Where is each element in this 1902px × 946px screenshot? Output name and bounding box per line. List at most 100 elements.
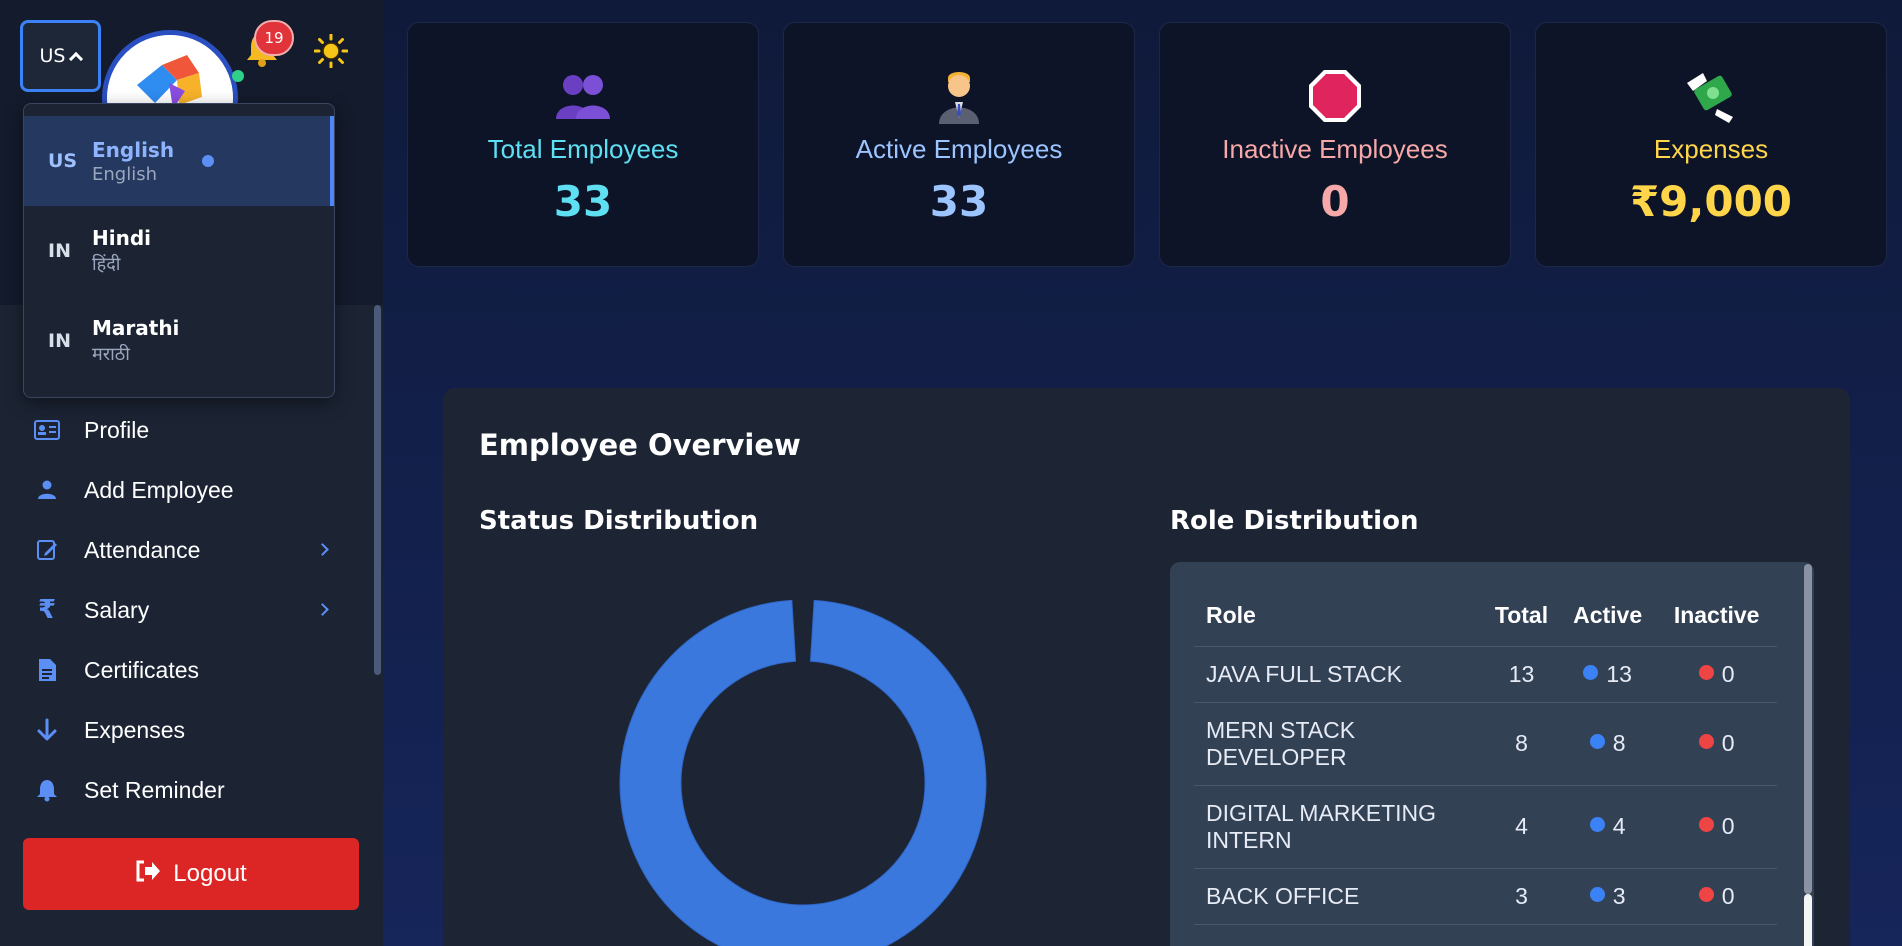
stat-label: Inactive Employees [1222,134,1448,164]
inactive-cell: 0 [1656,785,1777,869]
sidebar-item-label: Attendance [84,536,201,563]
language-option-native: हिंदी [92,254,121,275]
sidebar-item-add-employee[interactable]: Add Employee [0,460,370,520]
sidebar-item-profile[interactable]: Profile [0,400,370,460]
chevron-up-icon [69,51,84,66]
sidebar-item-attendance[interactable]: Attendance [0,520,370,580]
edit-icon [33,536,61,564]
money-with-wings-icon [1681,68,1741,124]
active-cell: 3 [1559,868,1657,925]
logout-button[interactable]: Logout [23,838,359,910]
column-header-active: Active [1559,586,1657,647]
sidebar-item-certificates[interactable]: Certificates [0,640,370,700]
total-cell: 13 [1484,646,1559,703]
table-scrollbar-thumb[interactable] [1804,564,1812,894]
sidebar-item-label: Add Employee [84,476,234,503]
language-option-native: English [92,163,157,185]
inactive-cell: 0 [1656,702,1777,786]
total-cell: 8 [1484,702,1559,786]
total-cell: 3 [1484,868,1559,925]
stat-label: Expenses [1653,134,1769,164]
language-dropdown-menu: US English English IN Hindi हिंदी IN Mar… [23,103,335,398]
sidebar-item-label: Expenses [84,716,186,743]
online-indicator [232,70,244,82]
theme-toggle-sun-icon[interactable] [313,33,349,69]
stat-value: ₹9,000 [1629,177,1793,226]
sidebar-item-expenses[interactable]: Expenses [0,700,370,760]
chevron-right-icon [316,603,329,616]
table-header-row: Role Total Active Inactive [1194,586,1777,647]
inactive-count: 0 [1721,730,1735,756]
businessman-icon [929,68,989,124]
role-name-cell: MERN STACK DEVELOPER [1194,702,1484,786]
active-cell: 4 [1559,785,1657,869]
language-option-name: Marathi [92,316,180,340]
notification-count-badge: 19 [254,20,294,56]
inactive-dot [1698,817,1714,832]
two-people-icon [553,68,613,124]
language-option-code: IN [48,240,71,262]
status-distribution-title: Status Distribution [479,506,759,536]
language-option-native: मराठी [92,344,130,365]
user-plus-icon [33,476,61,504]
active-count: 3 [1612,882,1626,909]
inactive-cell: 0 [1656,868,1777,925]
inactive-dot [1698,664,1714,680]
inactive-count: 0 [1721,660,1735,687]
sidebar-scrollbar[interactable] [374,305,381,675]
sidebar-item-set-reminder[interactable]: Set Reminder [0,760,370,820]
role-name-cell: JAVA FULL STACK [1194,646,1484,703]
active-cell: 13 [1559,646,1657,703]
role-name-cell: DIGITAL MARKETING INTERN [1194,785,1484,869]
table-row: DIGITAL MARKETING INTERN 4 4 0 [1194,785,1777,869]
chevron-right-icon [316,543,329,556]
language-code: US [39,45,66,67]
rupee-icon: ₹ [37,595,57,625]
overview-title: Employee Overview [479,428,801,462]
id-card-icon [33,416,61,444]
sidebar-item-salary[interactable]: ₹ Salary [0,580,370,640]
total-cell: 4 [1484,785,1559,869]
stop-sign-icon [1305,68,1365,124]
table-row: BACK OFFICE 3 3 0 [1194,868,1777,925]
language-option-hindi[interactable]: IN Hindi हिंदी [24,206,334,296]
document-icon [33,656,61,684]
active-dot [1589,886,1605,902]
language-option-name: English [92,137,175,162]
donut-slice-active[interactable] [619,599,987,946]
language-option-marathi[interactable]: IN Marathi मराठी [24,296,334,386]
table-scrollbar-track[interactable] [1804,894,1812,946]
active-count: 13 [1606,660,1632,687]
stat-label: Total Employees [487,134,679,164]
table-row: MERN STACK DEVELOPER 8 8 0 [1194,702,1777,786]
column-header-total: Total [1484,586,1559,647]
inactive-count: 0 [1721,813,1735,839]
sidebar-item-label: Certificates [84,656,200,683]
stat-value: 33 [553,177,613,226]
language-option-english[interactable]: US English English [24,116,334,206]
sidebar: US 19 US English English [0,0,383,946]
language-option-name: Hindi [92,226,152,250]
sidebar-item-label: Profile [84,416,150,443]
active-cell: 8 [1559,702,1657,786]
selected-indicator-dot [202,155,214,167]
sidebar-nav: Profile Add Employee Attendance ₹ Salary… [0,400,370,820]
language-selector-button[interactable]: US [20,20,101,92]
status-donut-chart [619,599,987,946]
stat-label: Active Employees [855,134,1063,164]
arrow-down-icon [33,716,61,744]
stat-value: 33 [929,177,989,226]
stat-value: 0 [1320,177,1350,226]
active-count: 8 [1612,730,1626,756]
inactive-count: 0 [1721,882,1735,909]
employee-overview-panel: Employee Overview Status Distribution Ro… [443,388,1850,946]
logout-icon [135,859,161,890]
sidebar-item-label: Set Reminder [84,776,225,803]
inactive-cell: 0 [1656,646,1777,703]
inactive-dot [1698,886,1714,902]
role-table-container: Role Total Active Inactive JAVA FULL STA… [1170,562,1814,946]
column-header-inactive: Inactive [1656,586,1777,647]
table-row: JAVA FULL STACK 13 13 0 [1194,646,1777,703]
role-distribution-title: Role Distribution [1170,506,1419,536]
role-name-cell: BACK OFFICE [1194,868,1484,925]
